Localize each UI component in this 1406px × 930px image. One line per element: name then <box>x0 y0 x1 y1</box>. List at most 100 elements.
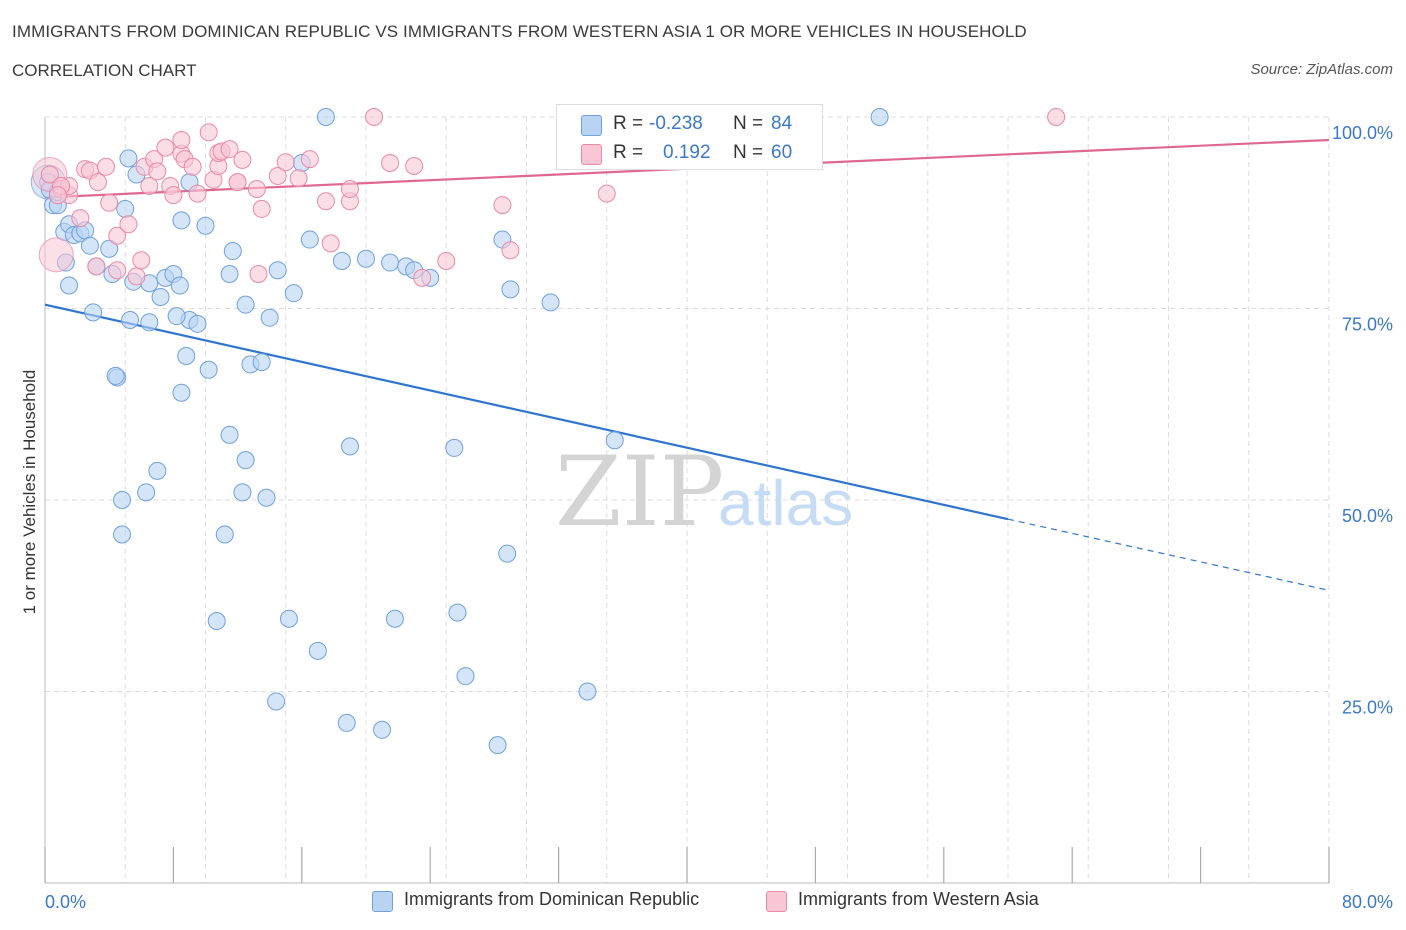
data-point <box>340 437 359 456</box>
data-point <box>233 150 252 169</box>
data-point <box>167 307 186 326</box>
data-point-large <box>38 237 74 273</box>
data-point <box>236 451 255 470</box>
data-point <box>127 267 146 286</box>
data-point <box>300 230 319 249</box>
x-tick-label: 80.0% <box>1342 892 1393 912</box>
y-tick-label: 25.0% <box>1342 698 1393 718</box>
legend-n-value: 60 <box>771 142 793 163</box>
data-point <box>340 180 359 199</box>
data-point <box>501 280 520 299</box>
data-point <box>233 483 252 502</box>
data-point <box>381 153 400 172</box>
data-point <box>71 209 90 228</box>
y-axis-label: 1 or more Vehicles in Household <box>20 370 39 615</box>
data-point <box>177 346 196 365</box>
data-point <box>498 544 517 563</box>
watermark: ZIP atlas <box>555 436 853 548</box>
data-point <box>252 353 271 372</box>
data-point <box>121 310 140 329</box>
data-point <box>183 157 202 176</box>
data-point <box>87 257 106 276</box>
data-point <box>365 108 384 126</box>
data-point <box>260 308 279 327</box>
x-tick-label: 0.0% <box>45 892 86 912</box>
data-point <box>100 239 119 258</box>
y-tick-label: 75.0% <box>1342 315 1393 335</box>
data-point <box>236 295 255 314</box>
data-point <box>316 192 335 211</box>
data-point <box>196 216 215 235</box>
data-point <box>137 483 156 502</box>
data-point <box>48 186 67 205</box>
bottom-legend-swatch-blue <box>372 891 393 912</box>
data-point <box>40 165 59 184</box>
data-point <box>252 199 271 218</box>
data-point <box>870 108 889 126</box>
data-point <box>113 525 132 544</box>
data-point <box>223 242 242 261</box>
data-point <box>249 265 268 284</box>
data-point <box>215 525 234 544</box>
data-point <box>119 215 138 234</box>
data-point <box>188 184 207 203</box>
data-points <box>30 108 1066 755</box>
data-point <box>445 438 464 457</box>
data-point <box>172 383 191 402</box>
tick-labels: 25.0% 50.0% 75.0% 100.0% 0.0% 80.0% <box>45 123 1393 912</box>
data-point <box>284 284 303 303</box>
data-point <box>289 169 308 188</box>
data-point <box>156 138 175 157</box>
legend-n-label: N = <box>733 142 764 163</box>
data-point <box>188 314 207 333</box>
correlation-legend: R = -0.238 N = 84 R = 0.192 N = 60 <box>556 104 823 170</box>
source-label: Source: ZipAtlas.com <box>1250 61 1393 78</box>
data-point <box>257 488 276 507</box>
bottom-legend-label: Immigrants from Dominican Republic <box>404 889 700 909</box>
data-point <box>199 123 218 142</box>
data-point <box>113 491 132 509</box>
data-point <box>119 149 138 168</box>
data-point <box>106 366 125 385</box>
legend-r-value: -0.238 <box>649 113 703 134</box>
data-point <box>220 140 239 159</box>
data-point <box>437 252 456 271</box>
data-point <box>108 226 127 245</box>
legend-swatch-blue <box>581 115 602 136</box>
legend-swatch-pink <box>581 144 602 165</box>
data-point <box>1047 108 1066 126</box>
data-point <box>84 303 103 322</box>
legend-r-value: 0.192 <box>663 142 711 163</box>
y-tick-label: 50.0% <box>1342 506 1393 526</box>
legend-n-value: 84 <box>771 113 793 134</box>
bottom-legend-swatch-pink <box>766 891 787 912</box>
data-point <box>385 609 404 628</box>
data-point <box>308 641 327 660</box>
data-point <box>220 425 239 444</box>
chart-subtitle: CORRELATION CHART <box>12 61 197 80</box>
data-point <box>164 186 183 205</box>
data-point <box>597 184 616 203</box>
data-point <box>148 162 167 181</box>
data-point <box>501 241 520 260</box>
data-point <box>96 157 115 176</box>
data-point <box>170 276 189 295</box>
data-point <box>100 193 119 212</box>
data-point <box>220 265 239 284</box>
data-point <box>148 461 167 480</box>
watermark-atlas: atlas <box>718 467 853 539</box>
data-point <box>247 180 266 199</box>
data-point <box>332 252 351 271</box>
data-point <box>228 173 247 192</box>
bottom-legend-label: Immigrants from Western Asia <box>798 889 1039 909</box>
data-point <box>140 313 159 332</box>
legend-row-western-asia: R = 0.192 N = 60 <box>557 139 822 169</box>
legend-row-dominican: R = -0.238 N = 84 <box>557 110 822 140</box>
data-point <box>88 173 107 192</box>
data-point <box>493 196 512 215</box>
data-point <box>337 713 356 732</box>
data-point <box>172 130 191 149</box>
data-point <box>172 211 191 230</box>
legend-r-label: R = <box>613 113 644 134</box>
